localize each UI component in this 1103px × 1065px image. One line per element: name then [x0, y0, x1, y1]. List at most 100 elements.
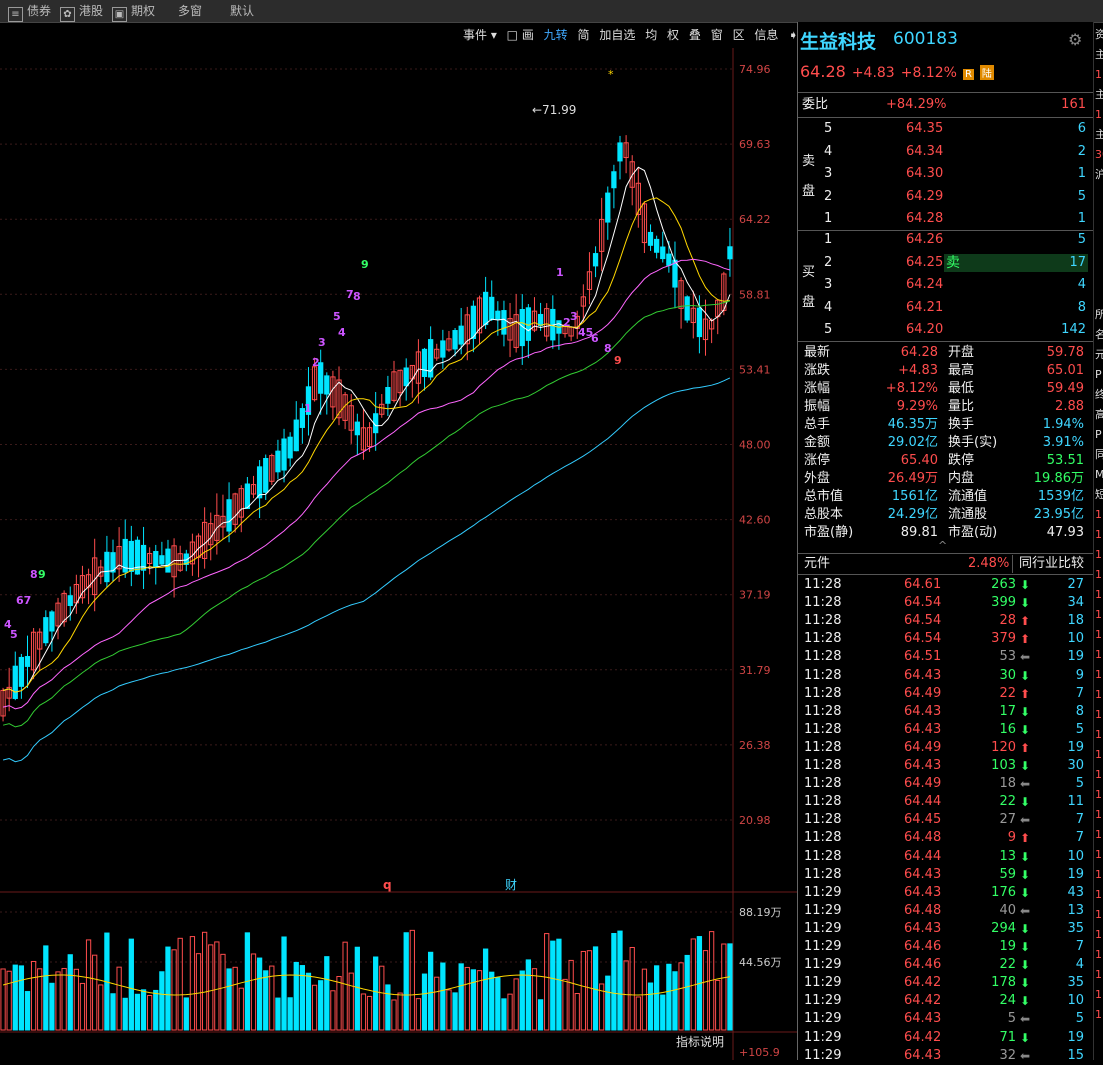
tick-row: 11:28 64.54 399 ⬇ 34 [798, 594, 1094, 612]
kline-svg: 74.96 69.63 64.22 58.81 53.41 48.00 42.60 37.19… [0, 48, 797, 1060]
tick-count: 18 [1067, 613, 1084, 629]
tick-volume: 53 [999, 649, 1016, 665]
arrow-down-icon: ⬇ [1020, 921, 1031, 936]
tick-count: 5 [1075, 1011, 1084, 1027]
tick-row: 11:28 64.51 53 ⬅ 19 [798, 648, 1094, 666]
buy-order-row[interactable]: 4 64.21 8 [798, 298, 1094, 318]
tab-bonds[interactable]: ≡ 债券 [8, 0, 51, 22]
gear-icon[interactable]: ⚙ [1068, 30, 1083, 49]
collapse-icon[interactable]: ^ [938, 539, 948, 552]
buy-order-row[interactable]: 2 64.25 卖 17 [798, 253, 1094, 273]
candle-body [391, 371, 397, 401]
finance-marker: 财 [505, 878, 517, 892]
sell-order-row[interactable]: 5 64.35 6 [798, 119, 1094, 139]
toolbar-rights[interactable]: 权 [667, 28, 680, 42]
toolbar-add-watchlist[interactable]: 加自选 [599, 28, 636, 42]
tick-price: 64.54 [904, 595, 942, 611]
buy-order-row[interactable]: 1 64.26 5 [798, 230, 1094, 250]
stat-value: 89.81 [900, 525, 938, 540]
tab-default[interactable]: 默认 [230, 4, 255, 18]
tick-time: 11:28 [804, 613, 842, 629]
tick-count: 19 [1067, 1029, 1084, 1045]
arrow-down-icon: ⬇ [1020, 994, 1031, 1009]
order-price: 64.35 [906, 121, 944, 136]
tab-hk-stocks[interactable]: ✿ 港股 [60, 0, 103, 22]
tick-time: 11:28 [804, 812, 842, 828]
order-price: 64.34 [906, 143, 944, 159]
toolbar-draw[interactable]: □ 画 [506, 28, 534, 42]
arrow-down-icon: ⬇ [1020, 1030, 1031, 1045]
sell-order-row[interactable]: 2 64.29 5 [798, 187, 1094, 207]
stat-value: 24.29亿 [887, 507, 938, 522]
volume-bar [342, 941, 348, 1031]
tick-price: 64.42 [904, 1029, 942, 1045]
volume-bar [153, 989, 159, 1031]
volume-bar [586, 950, 593, 1031]
tick-time: 11:28 [804, 739, 842, 755]
volume-bar [513, 978, 519, 1031]
tick-count: 10 [1067, 848, 1084, 864]
stat-value: 29.02亿 [887, 435, 938, 450]
toolbar-info[interactable]: 信息 [754, 28, 779, 42]
stat-label: 总手 [804, 417, 831, 432]
tick-price: 64.45 [904, 812, 942, 828]
stat-label: 市盈(静) [804, 525, 854, 540]
candle-body [641, 203, 648, 244]
tick-count: 7 [1075, 685, 1084, 701]
sell-order-row[interactable]: 3 64.30 1 [798, 164, 1094, 184]
far-strip-text: 1 [1095, 108, 1102, 121]
stat-value: 59.78 [1046, 345, 1084, 360]
toolbar-events[interactable]: 事件 ▾ [463, 28, 497, 42]
hk-icon: ✿ [60, 7, 75, 22]
candle-body [635, 182, 641, 215]
candle-body [397, 369, 403, 394]
volume-bar [403, 932, 409, 1031]
arrow-left-icon: ⬅ [1020, 1048, 1031, 1063]
tab-options[interactable]: ▣ 期权 [112, 0, 155, 22]
tick-count: 30 [1067, 758, 1084, 773]
toolbar-overlay[interactable]: 叠 [688, 28, 701, 42]
candle-body [165, 548, 171, 573]
tick-count: 10 [1067, 993, 1084, 1009]
toolbar-window[interactable]: 窗 [710, 28, 723, 42]
candle-body [324, 375, 330, 395]
candle-body [0, 689, 6, 717]
stat-label: 流通股 [948, 507, 988, 522]
volume-bar [159, 971, 165, 1031]
tick-volume: 22 [999, 685, 1016, 701]
kline-chart-area[interactable]: 事件 ▾ □ 画 九转 简 加自选 均 权 叠 窗 区 信息 ➧ ▾ 74.96… [0, 22, 808, 1060]
far-strip-text: P [1095, 428, 1102, 441]
tab-multi-window[interactable]: 多窗 [178, 4, 203, 18]
sell-order-row[interactable]: 1 64.28 1 [798, 209, 1094, 229]
volume-bar [275, 997, 281, 1031]
sell-order-row[interactable]: 4 64.34 2 [798, 142, 1094, 162]
toolbar-simple[interactable]: 简 [577, 28, 590, 42]
buy-order-row[interactable]: 3 64.24 4 [798, 275, 1094, 295]
stat-row: 市盈(静) 89.81 市盈(动) 47.93 [798, 524, 1094, 542]
candle-body [562, 324, 568, 335]
toolbar-nine-turn[interactable]: 九转 [543, 28, 568, 42]
tick-volume: 19 [999, 939, 1016, 954]
buy-order-row[interactable]: 5 64.20 142 [798, 320, 1094, 340]
volume-bar [519, 970, 525, 1031]
stock-code: 600183 [893, 29, 958, 49]
volume-bar [440, 962, 446, 1031]
toolbar-ma[interactable]: 均 [645, 28, 658, 42]
toolbar-range[interactable]: 区 [732, 28, 745, 42]
arrow-down-icon: ⬇ [1020, 759, 1031, 773]
volume-bar [611, 933, 617, 1031]
indicator-help-button[interactable]: 指标说明 [676, 1034, 724, 1049]
order-price: 64.20 [906, 322, 944, 337]
far-strip-text: 11 [1095, 988, 1103, 1001]
weibi-label: 委比 [802, 97, 829, 112]
nine-turn-label: 2 [563, 316, 571, 329]
candle-body [537, 313, 544, 327]
volume-bar [281, 936, 287, 1031]
volume-bar [366, 995, 373, 1031]
candle-body [690, 307, 696, 324]
volume-bar [415, 998, 422, 1031]
tick-volume: 32 [999, 1047, 1016, 1063]
far-strip-text: 11 [1095, 728, 1103, 741]
compare-button[interactable]: 同行业比较 [1012, 555, 1084, 573]
volume-bar [116, 966, 122, 1031]
